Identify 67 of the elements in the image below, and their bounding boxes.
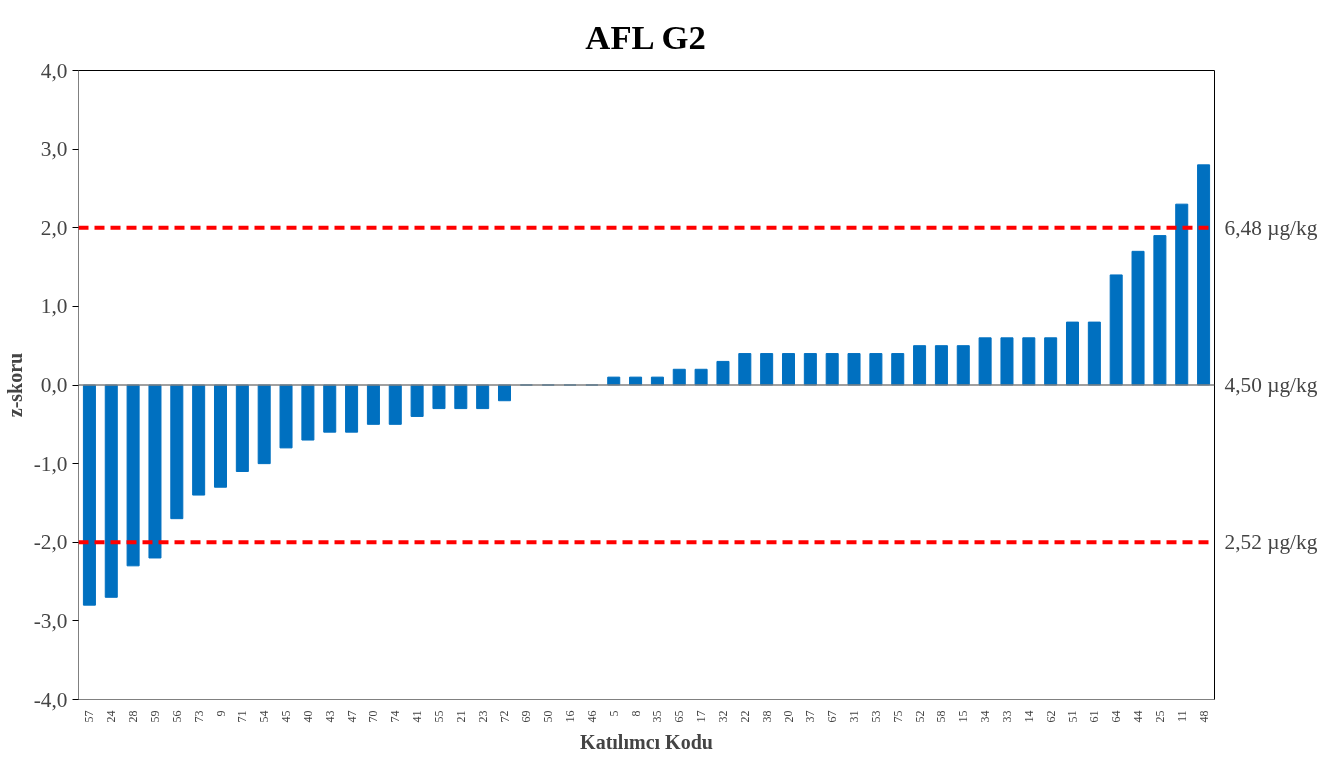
x-tick-label: 9 — [213, 710, 228, 717]
x-tick-label: 31 — [847, 710, 862, 723]
y-tick-label: 0,0 — [40, 373, 68, 397]
x-tick-label: 61 — [1087, 710, 1102, 723]
x-tick-label: 59 — [147, 710, 162, 723]
x-tick-label: 55 — [431, 710, 446, 723]
x-tick-label: 32 — [715, 710, 730, 723]
x-tick-label: 14 — [1021, 710, 1036, 723]
x-tick-label: 11 — [1174, 710, 1189, 723]
x-tick-label: 43 — [322, 710, 337, 723]
x-tick-label: 64 — [1109, 710, 1124, 723]
x-tick-label: 67 — [825, 710, 840, 723]
x-tick-label: 41 — [410, 710, 425, 723]
y-tick-label: -4,0 — [33, 687, 68, 712]
x-tick-label: 38 — [759, 710, 774, 723]
x-tick-label: 54 — [257, 710, 272, 723]
x-tick-label: 34 — [978, 710, 993, 723]
x-tick-label: 28 — [126, 710, 141, 723]
x-tick-label: 33 — [999, 710, 1014, 723]
x-tick-label: 15 — [956, 710, 971, 723]
x-tick-label: 20 — [781, 710, 796, 723]
x-tick-label: 53 — [868, 710, 883, 723]
x-tick-label: 75 — [890, 710, 905, 723]
x-tick-label: 50 — [541, 710, 556, 723]
x-tick-label: 71 — [235, 710, 250, 723]
x-tick-label: 56 — [169, 710, 184, 723]
y-axis-title: z-skoru — [3, 352, 26, 418]
y-tick-label: 3,0 — [40, 137, 68, 162]
x-tick-label: 23 — [475, 710, 490, 723]
x-tick-label: 48 — [1196, 710, 1211, 723]
x-tick-label: 40 — [300, 710, 315, 723]
x-tick-label: 65 — [672, 710, 687, 723]
ref-line-label: 2,52 µg/kg — [1224, 530, 1318, 555]
x-tick-label: 47 — [344, 710, 359, 723]
x-tick-label: 5 — [606, 710, 621, 717]
y-tick-label: -3,0 — [33, 608, 68, 633]
x-tick-label: 21 — [453, 710, 468, 723]
x-tick-label: 46 — [584, 710, 599, 723]
x-tick-label: 58 — [934, 710, 949, 723]
x-tick-label: 52 — [912, 710, 927, 723]
x-tick-label: 16 — [563, 710, 578, 723]
x-tick-label: 70 — [366, 710, 381, 723]
x-tick-label: 8 — [628, 710, 643, 717]
y-tick-label: -1,0 — [33, 451, 68, 476]
x-tick-label: 25 — [1152, 710, 1167, 723]
x-tick-label: 72 — [497, 710, 512, 723]
x-tick-label: 51 — [1065, 710, 1080, 723]
x-tick-label: 22 — [737, 710, 752, 723]
x-axis-title: Katılımcı Kodu — [580, 730, 713, 753]
x-tick-label: 45 — [279, 710, 294, 723]
chart-title: AFL G2 — [585, 17, 706, 56]
ref-line-label: 4,50 µg/kg — [1224, 373, 1318, 397]
x-tick-label: 35 — [650, 710, 665, 723]
x-tick-label: 57 — [82, 710, 97, 723]
x-tick-label: 17 — [694, 710, 709, 723]
x-tick-label: 62 — [1043, 710, 1058, 723]
y-tick-label: 4,0 — [40, 58, 68, 83]
x-tick-label: 69 — [519, 710, 534, 723]
x-tick-label: 73 — [191, 710, 206, 723]
ref-line-label: 6,48 µg/kg — [1224, 215, 1318, 240]
y-tick-label: -2,0 — [33, 530, 68, 555]
y-tick-label: 2,0 — [40, 215, 68, 240]
x-tick-label: 24 — [104, 710, 119, 723]
y-tick-label: 1,0 — [40, 294, 68, 319]
x-tick-label: 74 — [388, 710, 403, 723]
x-tick-label: 37 — [803, 710, 818, 723]
x-tick-label: 44 — [1131, 710, 1146, 723]
